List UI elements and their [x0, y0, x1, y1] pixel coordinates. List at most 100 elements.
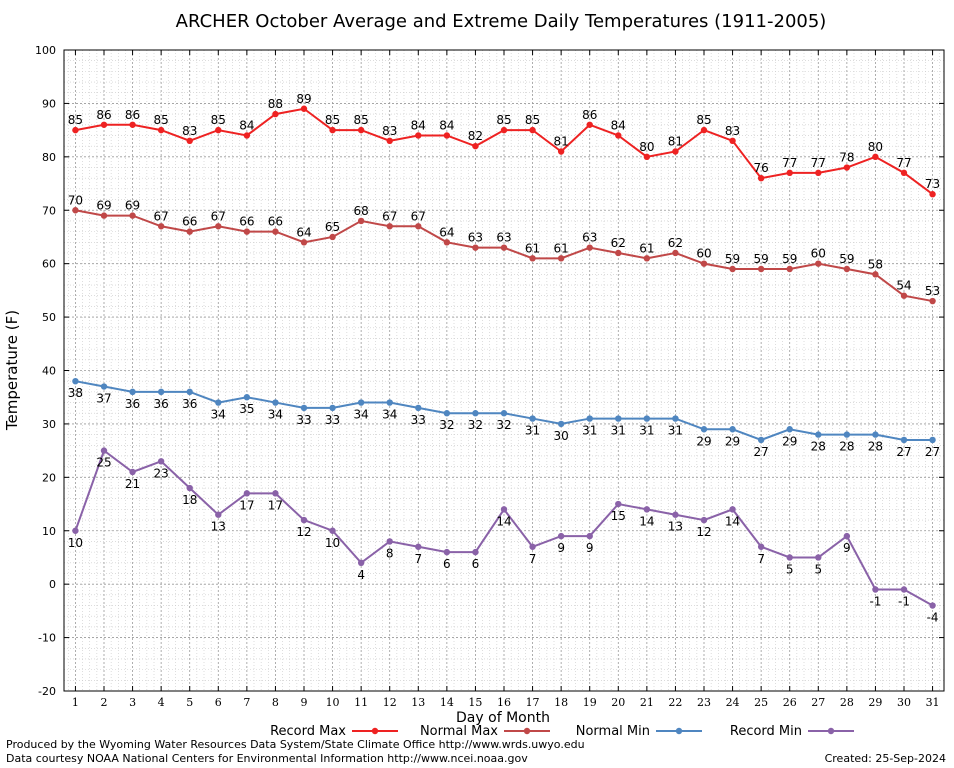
data-point: [100, 447, 108, 454]
data-label: 21: [125, 477, 140, 491]
data-point: [243, 228, 251, 235]
data-point: [500, 410, 508, 417]
data-label: 37: [96, 392, 111, 406]
x-tick-label: 29: [868, 696, 882, 709]
data-label: 18: [182, 493, 197, 507]
x-tick-label: 31: [926, 696, 940, 709]
data-point: [386, 223, 393, 230]
data-point: [72, 377, 79, 385]
data-point: [386, 137, 393, 145]
data-label: 59: [839, 252, 854, 266]
data-point: [357, 126, 365, 134]
data-point: [557, 532, 565, 540]
x-tick-label: 10: [326, 696, 340, 709]
legend-marker-swatch: [371, 727, 379, 735]
data-label: 36: [182, 397, 197, 411]
y-tick-label: -10: [38, 632, 56, 645]
data-point: [129, 388, 136, 396]
data-point: [443, 239, 451, 246]
data-label: 83: [725, 124, 740, 138]
x-tick-label: 4: [158, 696, 165, 709]
data-label: 69: [125, 199, 140, 213]
data-label: 61: [525, 241, 540, 255]
y-tick-label: 20: [42, 471, 56, 484]
data-point: [72, 126, 79, 134]
data-point: [443, 132, 451, 139]
data-label: 85: [354, 113, 369, 127]
data-label: 66: [268, 215, 283, 229]
data-label: 85: [211, 113, 226, 127]
data-label: 35: [239, 402, 254, 416]
data-label: 14: [725, 514, 740, 528]
data-point: [357, 217, 365, 225]
data-point: [815, 431, 822, 438]
legend: Record Max Normal Max Normal Min Record Min: [270, 724, 854, 739]
data-point: [329, 404, 336, 412]
data-point: [186, 388, 193, 396]
legend-item: Record Max: [270, 724, 398, 739]
data-label: 69: [96, 199, 111, 213]
data-label: 9: [586, 541, 594, 555]
data-label: 17: [239, 498, 254, 512]
data-point: [729, 506, 736, 513]
data-point: [357, 559, 365, 566]
y-tick-label: 70: [42, 204, 56, 217]
data-point: [215, 511, 222, 518]
data-label: 27: [896, 445, 911, 459]
legend-item: Record Min: [730, 724, 854, 739]
x-tick-label: 21: [640, 696, 654, 709]
y-tick-label: 10: [42, 525, 56, 538]
data-label: 62: [611, 236, 626, 250]
data-label: 29: [696, 434, 711, 448]
data-point: [700, 126, 708, 134]
data-label: 82: [468, 129, 483, 143]
data-point: [672, 415, 679, 422]
data-point: [672, 511, 679, 518]
x-tick-label: 23: [697, 696, 711, 709]
data-label: 34: [211, 408, 226, 422]
data-point: [243, 132, 251, 139]
data-point: [643, 153, 651, 161]
x-tick-label: 24: [726, 696, 740, 709]
data-point: [757, 175, 765, 182]
data-point: [729, 137, 736, 145]
data-label: -1: [869, 595, 881, 609]
data-label: 62: [668, 236, 683, 250]
data-label: 17: [268, 498, 283, 512]
data-label: 7: [529, 552, 537, 566]
data-label: 68: [354, 204, 369, 218]
data-point: [557, 255, 565, 262]
data-point: [415, 132, 422, 139]
data-point: [129, 212, 136, 219]
data-point: [529, 126, 536, 134]
data-label: 7: [414, 552, 422, 566]
data-label: 76: [754, 161, 769, 175]
data-label: 34: [382, 408, 397, 422]
data-point: [243, 394, 251, 401]
data-label: 38: [68, 386, 83, 400]
data-point: [729, 426, 736, 433]
data-label: 84: [411, 118, 426, 132]
data-point: [900, 586, 908, 593]
data-point: [415, 543, 422, 550]
series-record-min: 10 25 21 23 18 13 17 17 12 10 4 8 7 6 6 14 7 9 9 15 14 13 12 14…: [68, 447, 939, 625]
data-label: 10: [325, 536, 340, 550]
data-point: [586, 244, 593, 251]
data-label: 23: [154, 466, 169, 480]
data-label: 66: [182, 215, 197, 229]
data-point: [272, 110, 279, 118]
data-point: [472, 142, 479, 150]
series-normal-min: 38 37 36 36 36 34 35 34 33 33 34 34 33 32 32 32 31 30 31 31…: [68, 377, 940, 459]
data-point: [615, 249, 622, 257]
data-point: [272, 490, 279, 497]
data-label: 31: [668, 424, 683, 438]
legend-item: Normal Max: [420, 724, 550, 739]
data-point: [329, 233, 336, 241]
data-point: [872, 153, 879, 161]
data-label: 36: [154, 397, 169, 411]
data-label: 59: [725, 252, 740, 266]
data-point: [586, 415, 593, 422]
data-label: 31: [582, 424, 597, 438]
x-tick-label: 22: [668, 696, 682, 709]
